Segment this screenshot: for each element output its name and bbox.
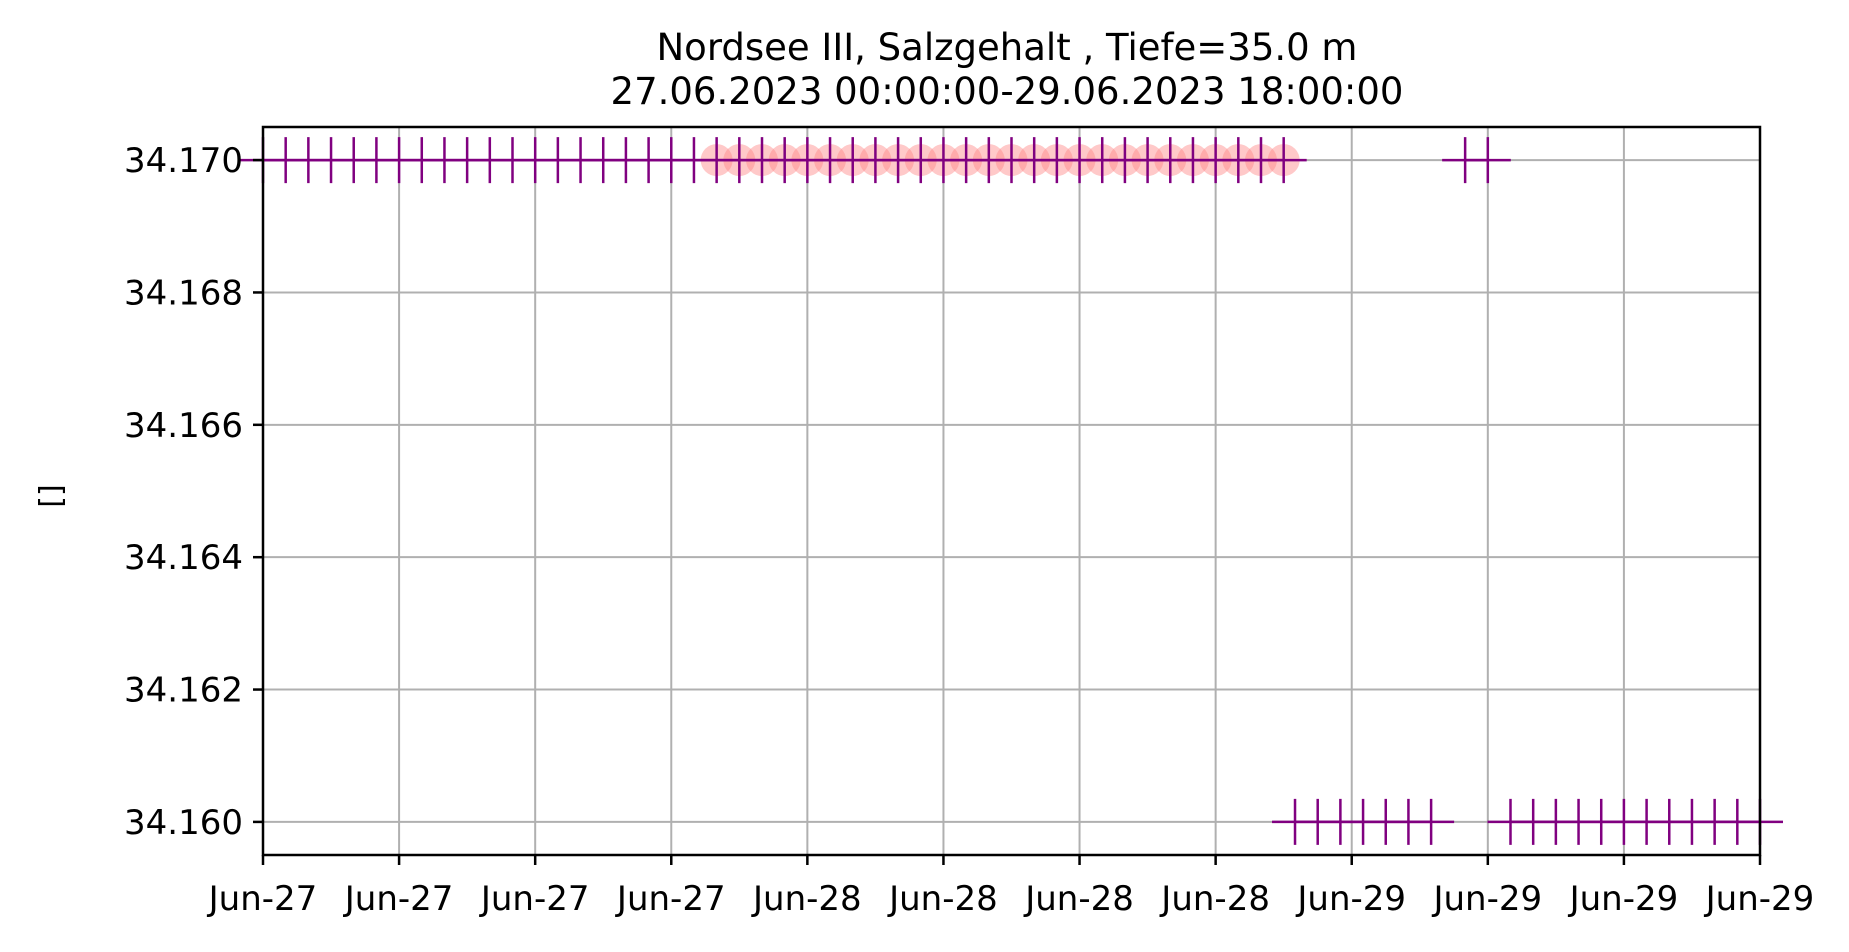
- y-tick-label: 34.170: [124, 141, 243, 181]
- x-tick-label: Jun-29: [1431, 879, 1542, 919]
- data-point-plus: [1408, 798, 1455, 845]
- y-tick-label: 34.166: [124, 406, 243, 446]
- chart-title-line-2: 27.06.2023 00:00:00-29.06.2023 18:00:00: [611, 70, 1404, 113]
- y-tick-label: 34.160: [124, 803, 243, 843]
- y-tick-label: 34.162: [124, 671, 243, 711]
- x-tick-label: Jun-28: [751, 879, 862, 919]
- chart-title-line-1: Nordsee III, Salzgehalt , Tiefe=35.0 m: [657, 26, 1358, 69]
- x-tick-label: Jun-27: [615, 879, 726, 919]
- x-tick-label: Jun-27: [479, 879, 590, 919]
- x-tick-label: Jun-28: [887, 879, 998, 919]
- grid: [262, 127, 1761, 855]
- plot-frame: [261, 125, 1762, 857]
- x-tick-label: Jun-28: [1159, 879, 1270, 919]
- x-axis-ticks: Jun-27 Jun-27 Jun-27 Jun-27 Jun-28 Jun-28 Jun-…: [207, 855, 1815, 919]
- data-marks: [240, 137, 1783, 845]
- x-tick-label: Jun-28: [1023, 879, 1134, 919]
- y-axis-ticks: 34.160 34.162 34.164 34.166 34.168 34.170: [124, 141, 263, 843]
- x-tick-label: Jun-29: [1704, 879, 1815, 919]
- y-tick-label: 34.164: [124, 538, 243, 578]
- x-tick-label: Jun-27: [343, 879, 454, 919]
- y-tick-label: 34.168: [124, 273, 243, 313]
- data-point-plus: [1464, 137, 1511, 184]
- x-tick-label: Jun-29: [1568, 879, 1679, 919]
- y-axis-label: []: [34, 484, 69, 507]
- data-point-plus: [1260, 137, 1307, 184]
- x-tick-label: Jun-27: [207, 879, 318, 919]
- x-tick-label: Jun-29: [1295, 879, 1406, 919]
